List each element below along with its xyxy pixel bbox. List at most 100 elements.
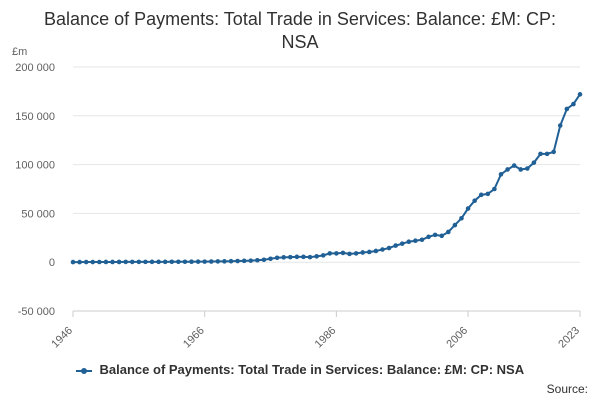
legend[interactable]: Balance of Payments: Total Trade in Serv… [0,362,600,377]
data-point[interactable] [202,259,207,264]
data-point[interactable] [228,258,234,264]
data-point[interactable] [459,215,464,221]
data-point[interactable] [255,257,260,263]
data-point[interactable] [419,237,425,243]
data-point[interactable] [70,259,76,265]
data-point[interactable] [485,191,491,197]
data-point[interactable] [472,198,477,204]
x-tick-label: 2023 [556,325,582,351]
data-point[interactable] [551,149,556,155]
data-point[interactable] [261,257,267,263]
data-point[interactable] [478,192,484,198]
data-point[interactable] [83,259,89,265]
data-point[interactable] [123,259,128,265]
data-point[interactable] [531,160,537,165]
x-tick-label: 2006 [444,325,470,351]
data-point[interactable] [327,251,333,256]
data-point[interactable] [208,259,214,264]
data-point[interactable] [149,259,155,265]
series-layer [70,92,583,265]
data-point[interactable] [426,234,431,240]
y-tick-label: 0 [49,257,55,269]
data-point[interactable] [116,259,122,265]
data-point[interactable] [294,254,300,260]
data-point[interactable] [386,245,392,251]
data-point[interactable] [498,172,504,177]
data-point[interactable] [320,253,326,258]
data-point[interactable] [143,259,148,265]
data-point[interactable] [334,251,339,256]
data-point[interactable] [366,249,372,255]
data-point[interactable] [235,258,240,264]
data-point[interactable] [439,233,445,239]
x-tick-label: 1946 [49,325,75,351]
data-point[interactable] [136,259,142,265]
legend-label: Balance of Payments: Total Trade in Serv… [99,362,525,377]
data-point[interactable] [268,256,273,262]
y-tick-label: 50 000 [21,208,55,220]
data-point[interactable] [103,259,109,265]
data-point[interactable] [525,166,530,171]
series-line [72,93,581,264]
data-point[interactable] [393,243,398,248]
data-point[interactable] [380,247,385,252]
data-point[interactable] [452,222,458,228]
y-tick-label: 200 000 [15,62,55,74]
data-point[interactable] [432,232,438,238]
data-point[interactable] [110,259,115,265]
data-point[interactable] [353,251,359,256]
data-point[interactable] [162,259,168,265]
data-point[interactable] [373,248,379,254]
data-point[interactable] [360,250,366,255]
data-point[interactable] [222,259,227,264]
data-point[interactable] [347,251,352,257]
data-point[interactable] [129,259,135,265]
data-point[interactable] [492,186,497,192]
chart-title: Balance of Payments: Total Trade in Serv… [44,9,556,52]
data-point[interactable] [195,259,201,264]
x-tick-label: 1966 [181,325,207,351]
data-point[interactable] [77,259,82,265]
data-point[interactable] [446,229,451,235]
data-point[interactable] [577,92,583,97]
data-point[interactable] [248,258,254,263]
axes: 200 000 150 000 100 000 50 000 0 -50 000 1946 1… [15,62,582,350]
data-point[interactable] [241,258,247,264]
data-point[interactable] [287,254,293,260]
data-point[interactable] [544,151,550,157]
data-point[interactable] [564,106,570,112]
data-point[interactable] [215,259,221,264]
y-tick-label: -50 000 [18,306,55,318]
gridlines [73,66,580,312]
data-point[interactable] [301,254,306,260]
data-point[interactable] [314,254,319,259]
data-point[interactable] [90,259,96,265]
source-label: Source: [546,382,588,396]
data-point[interactable] [406,239,412,245]
data-point[interactable] [156,259,161,265]
y-tick-label: 150 000 [15,111,55,123]
data-point[interactable] [399,241,405,246]
data-point[interactable] [274,255,280,261]
x-tick-label: 1986 [313,325,339,351]
data-point[interactable] [505,167,510,172]
data-point[interactable] [189,259,194,265]
legend-swatch [75,367,92,374]
data-point[interactable] [557,123,563,128]
data-point[interactable] [182,259,188,265]
data-point[interactable] [340,250,346,256]
data-point[interactable] [538,151,543,157]
data-point[interactable] [571,101,576,107]
data-point[interactable] [465,206,471,211]
data-point[interactable] [97,259,102,265]
data-point[interactable] [518,167,524,172]
data-point[interactable] [413,238,418,244]
data-point[interactable] [307,254,313,260]
data-point[interactable] [176,259,181,265]
data-point[interactable] [169,259,175,265]
data-point[interactable] [511,163,517,168]
y-axis-unit: £m [12,46,28,58]
y-tick-label: 100 000 [15,160,55,172]
data-point[interactable] [281,255,287,260]
